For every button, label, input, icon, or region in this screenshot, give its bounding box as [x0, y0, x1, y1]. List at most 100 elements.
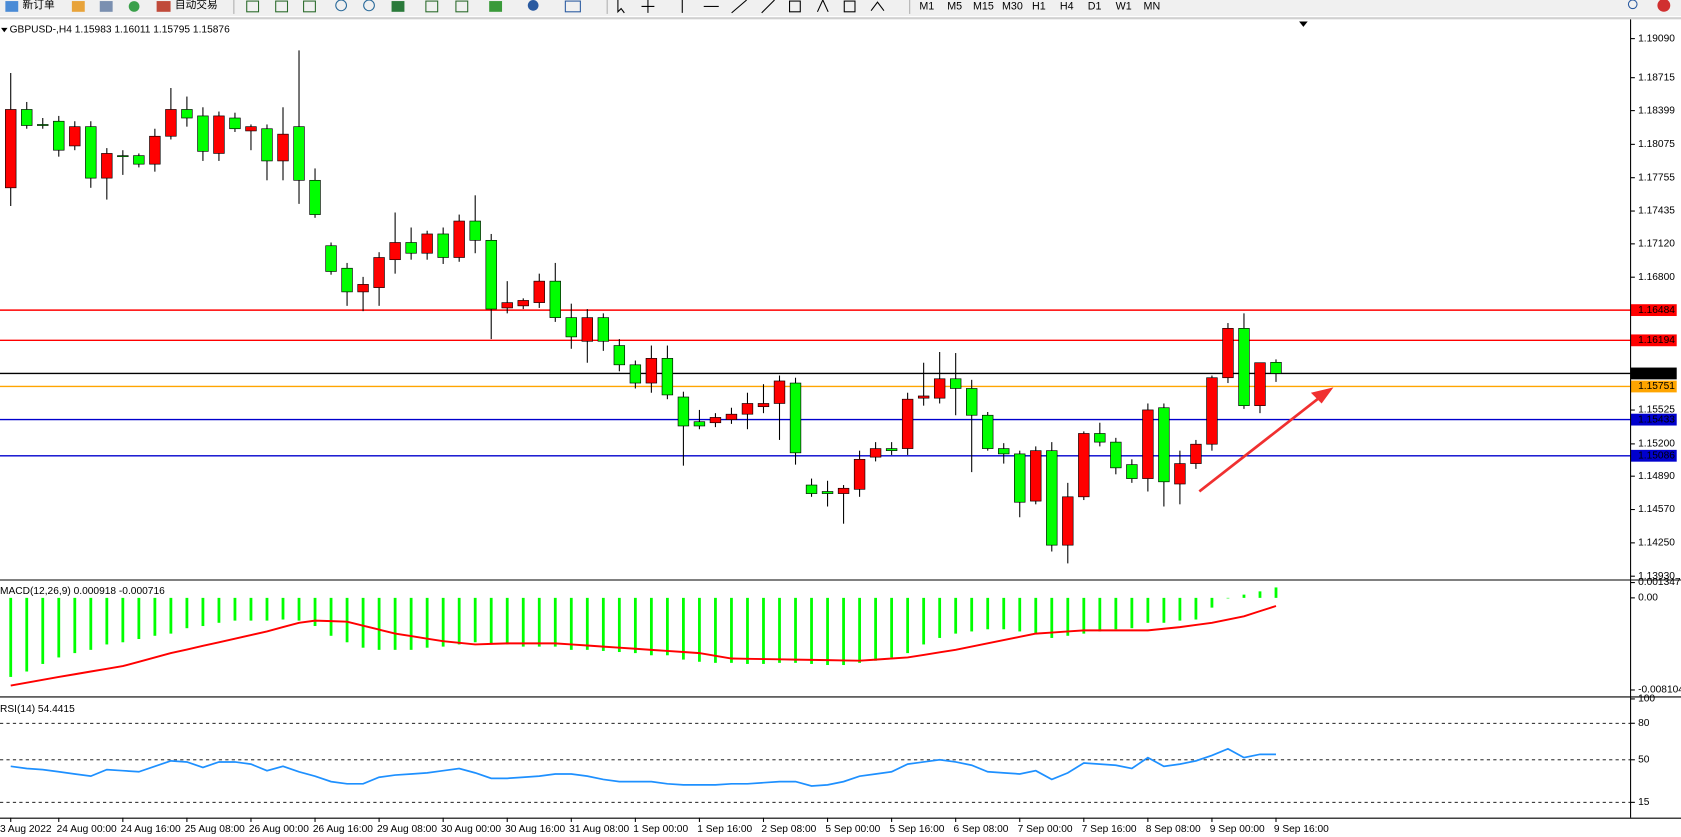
x-tick-label: 25 Aug 08:00 — [185, 824, 245, 835]
timeframe-button[interactable]: M15 — [973, 0, 994, 12]
macd-bar — [377, 597, 381, 650]
toolbar-bg — [0, 0, 1681, 17]
macd-bar — [89, 597, 93, 650]
x-tick-label: 31 Aug 08:00 — [569, 824, 629, 835]
icon — [455, 0, 469, 13]
macd-bar — [537, 597, 541, 647]
macd-bar — [489, 597, 493, 645]
x-tick-label: 8 Sep 08:00 — [1146, 824, 1201, 835]
y-tick-label: 1.13930 — [1638, 571, 1675, 582]
macd-bar — [1178, 597, 1182, 621]
x-tick-label: 26 Aug 00:00 — [249, 824, 309, 835]
macd-bar — [1082, 597, 1086, 634]
timeframe-button[interactable]: D1 — [1088, 0, 1102, 12]
macd-bar — [281, 597, 285, 620]
macd-bar — [73, 597, 77, 654]
macd-bar — [986, 597, 990, 630]
price-level-label: 1.15086 — [1638, 450, 1675, 461]
icon — [761, 0, 775, 14]
macd-bar — [1258, 591, 1262, 598]
timeframe-button[interactable]: W1 — [1116, 0, 1132, 12]
x-tick-label: 30 Aug 16:00 — [505, 824, 565, 835]
toolbar-button[interactable]: 新订单 — [23, 0, 55, 11]
macd-bar — [1242, 594, 1246, 598]
candle-body — [485, 239, 497, 310]
candle-body — [309, 179, 321, 215]
candle-body — [773, 380, 786, 404]
x-tick-label: 5 Sep 16:00 — [889, 824, 944, 835]
candle-body — [453, 220, 465, 258]
candle-body — [101, 153, 113, 179]
timeframe-button[interactable]: M5 — [947, 0, 962, 12]
candle-body — [597, 317, 610, 342]
timeframe-button[interactable]: H1 — [1032, 0, 1046, 12]
y-tick-label: 0.001347 — [1638, 577, 1681, 588]
candle-body — [437, 233, 449, 258]
candle-body — [85, 126, 97, 179]
y-tick-label: 1.14890 — [1638, 471, 1675, 482]
macd-bar — [682, 597, 685, 660]
y-tick-label: 15 — [1638, 797, 1650, 808]
candle-body — [69, 126, 81, 147]
candle-body — [613, 345, 626, 366]
candle-body — [117, 155, 129, 158]
macd-bar — [137, 597, 141, 640]
x-tick-label: 9 Sep 00:00 — [1210, 824, 1265, 835]
macd-bar — [1114, 597, 1118, 630]
candle-body — [709, 417, 722, 424]
candle-body — [725, 413, 738, 420]
price-level-label: 1.15433 — [1638, 414, 1675, 425]
icon — [641, 0, 655, 13]
candle-body — [933, 378, 946, 399]
candle-body — [5, 109, 17, 189]
macd-bar — [169, 597, 173, 634]
macd-bar — [970, 597, 974, 632]
candle-body — [421, 233, 433, 254]
timeframe-button[interactable]: MN — [1144, 0, 1161, 12]
candle-body — [229, 117, 241, 130]
candle-body — [357, 284, 369, 293]
price-level-label: 1.15751 — [1638, 381, 1675, 392]
price-level-label: 1.15876 — [1638, 368, 1675, 379]
candle-body — [1126, 464, 1138, 479]
y-tick-label: 1.18715 — [1638, 72, 1675, 83]
price-level-label: 1.16484 — [1638, 305, 1675, 316]
macd-bar — [457, 597, 461, 645]
chart-border — [0, 17, 1681, 20]
timeframe-button[interactable]: H4 — [1060, 0, 1074, 12]
y-tick-label: 1.16800 — [1638, 272, 1675, 283]
y-tick-label: 1.14250 — [1638, 538, 1675, 549]
macd-bar — [1002, 597, 1006, 630]
toolbar: 新订单 自动交易 M1 M5 M15 M30 H1 H4 D1 W1 MN — [0, 0, 1681, 17]
candle-body — [197, 115, 209, 152]
macd-bar — [714, 597, 717, 663]
candle-body — [1030, 450, 1042, 502]
macd-bar — [649, 597, 653, 656]
macd-bar — [858, 597, 861, 663]
candle-body — [549, 280, 561, 318]
macd-bar — [762, 597, 765, 664]
candle-body — [853, 458, 866, 490]
x-tick-label: 7 Sep 00:00 — [1018, 824, 1073, 835]
timeframe-button[interactable]: M30 — [1002, 0, 1023, 12]
price-level-label: 1.16194 — [1638, 335, 1675, 346]
icon — [5, 1, 19, 12]
macd-bar — [810, 597, 813, 664]
price-level-tag — [1630, 334, 1677, 347]
macd-bar — [265, 597, 269, 621]
candle-body — [1142, 409, 1154, 479]
candle-body — [741, 403, 754, 415]
timeframe-button[interactable]: M1 — [919, 0, 934, 12]
macd-bar — [1098, 597, 1102, 632]
candle-body — [37, 124, 49, 126]
candle-body — [677, 396, 690, 427]
candle-body — [1174, 463, 1186, 485]
candle-body — [1270, 361, 1282, 374]
macd-bar — [345, 597, 349, 643]
panel-title: MACD(12,26,9) 0.000918 -0.000716 — [0, 586, 165, 597]
toolbar-button[interactable]: 自动交易 — [175, 0, 218, 11]
icon — [816, 0, 829, 13]
macd-bar — [890, 597, 894, 658]
y-tick-label: 1.17755 — [1638, 172, 1675, 183]
